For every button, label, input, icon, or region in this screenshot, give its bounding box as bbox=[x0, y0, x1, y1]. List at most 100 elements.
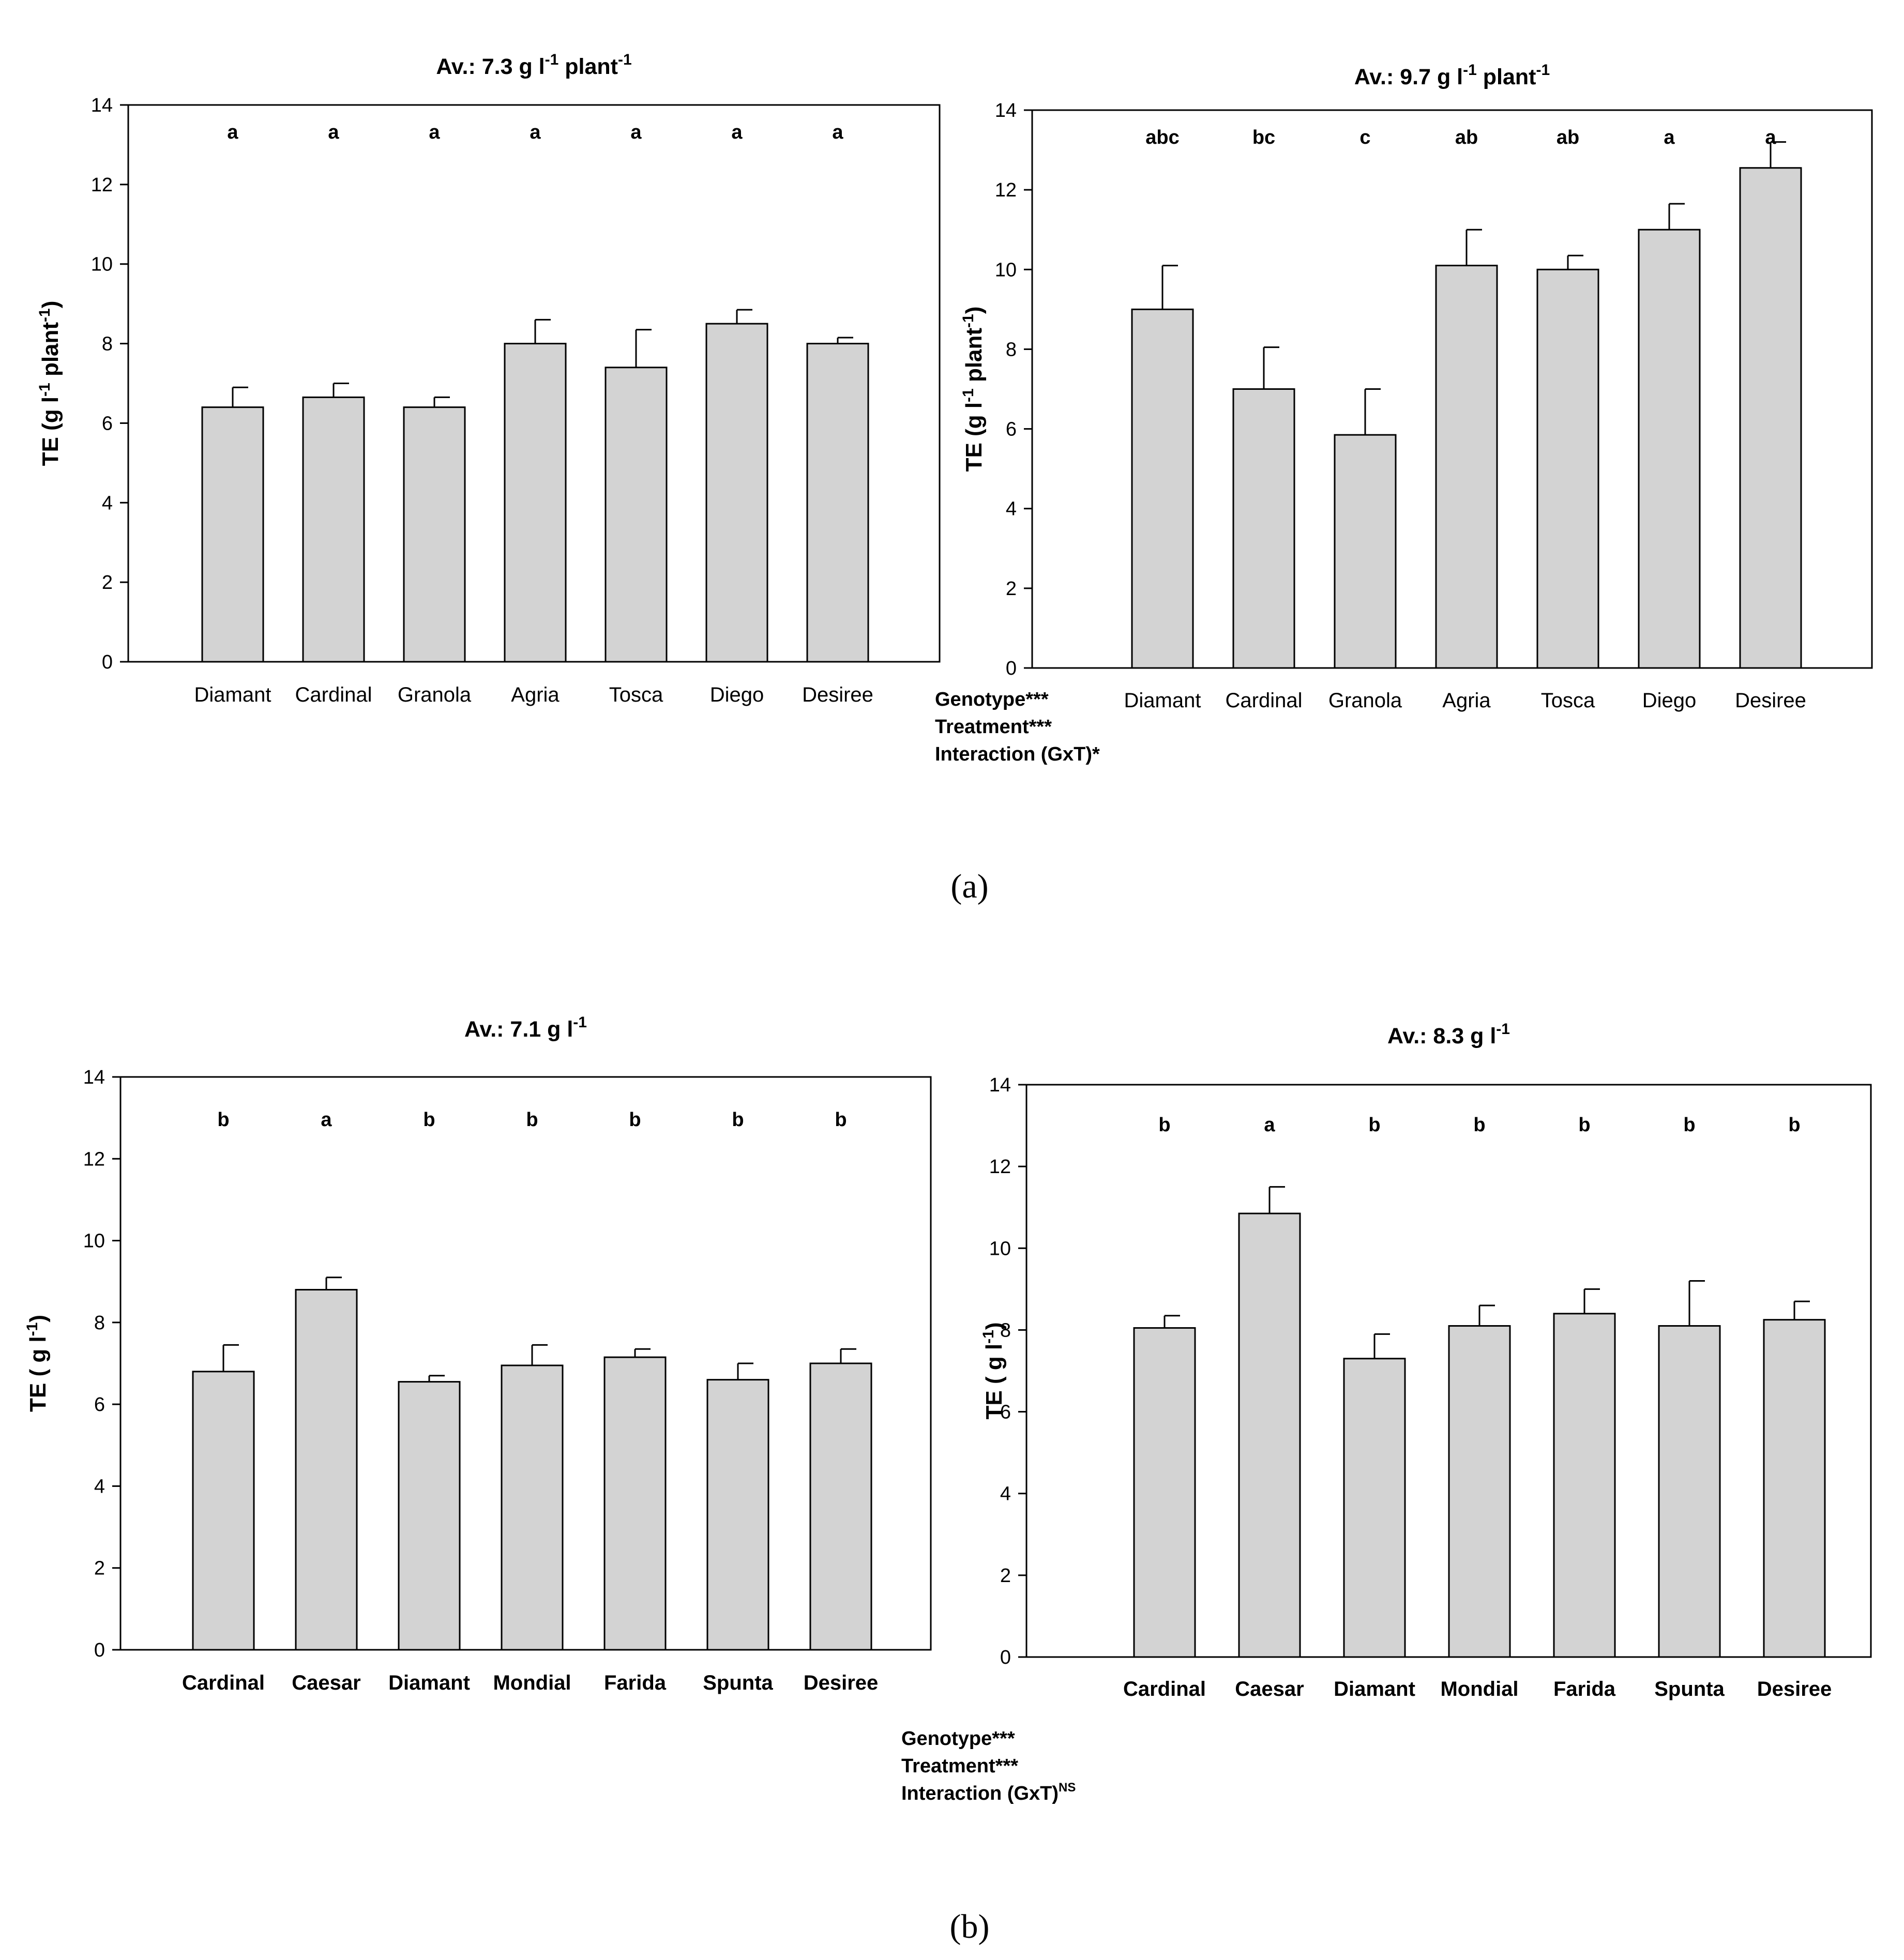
stat-treatment-b: Treatment*** bbox=[901, 1755, 1018, 1777]
y-tick-label: 6 bbox=[1000, 1402, 1011, 1423]
ylabel-sup1: -1 bbox=[960, 388, 977, 402]
category-label: Spunta bbox=[1654, 1678, 1725, 1700]
y-tick-label: 10 bbox=[995, 259, 1017, 281]
bar-agria bbox=[1435, 265, 1498, 669]
plot-frame bbox=[119, 1076, 932, 1651]
ylabel-pre: TE (g l bbox=[961, 402, 987, 472]
significance-letter: b bbox=[526, 1109, 538, 1131]
significance-letter: a bbox=[321, 1109, 332, 1131]
y-tick-label: 4 bbox=[1000, 1483, 1011, 1505]
chart-b-ww: Av.: 7.1 g l-1TE ( g l-1)02468101214bCar… bbox=[24, 1014, 932, 1694]
subtitle-sup1: -1 bbox=[1496, 1021, 1510, 1038]
bar-desiree bbox=[809, 1362, 872, 1651]
y-tick-label: 6 bbox=[102, 413, 113, 434]
bar-cardinal bbox=[1133, 1327, 1196, 1658]
category-label: Mondial bbox=[493, 1672, 571, 1694]
category-label: Cardinal bbox=[1123, 1678, 1206, 1700]
chart-a-ww: Av.: 7.3 g l-1 plant-1TE (g l-1 plant-1)… bbox=[36, 51, 941, 706]
y-tick-label: 2 bbox=[102, 572, 113, 594]
y-tick-label: 12 bbox=[989, 1156, 1011, 1178]
ylabel-mid: plant bbox=[961, 328, 987, 389]
y-tick-label: 8 bbox=[1000, 1319, 1011, 1341]
y-axis-label: TE ( g l-1) bbox=[980, 1323, 1007, 1420]
y-tick-label: 0 bbox=[1006, 658, 1017, 679]
category-label: Desiree bbox=[802, 683, 873, 706]
category-label: Cardinal bbox=[1226, 689, 1303, 712]
stat-interaction-a: Interaction (GxT)* bbox=[935, 743, 1100, 765]
significance-letter: a bbox=[1664, 127, 1675, 148]
y-tick-label: 14 bbox=[995, 100, 1017, 121]
significance-letter: b bbox=[1683, 1114, 1695, 1136]
significance-letter: ab bbox=[1557, 127, 1579, 148]
subtitle-text: Av.: 7.1 g l bbox=[464, 1017, 573, 1042]
category-label: Tosca bbox=[609, 683, 663, 706]
ylabel-sup1: -1 bbox=[24, 1323, 41, 1336]
y-tick-label: 4 bbox=[94, 1476, 105, 1497]
bar-mondial bbox=[1448, 1325, 1511, 1658]
bar-diamant bbox=[398, 1381, 461, 1651]
ylabel-pre: TE ( g l bbox=[981, 1344, 1007, 1420]
y-tick-label: 0 bbox=[102, 651, 113, 673]
chart-subtitle: Av.: 9.7 g l-1 plant-1 bbox=[1354, 62, 1550, 89]
bar-diamant bbox=[1343, 1358, 1406, 1658]
chart-subtitle: Av.: 8.3 g l-1 bbox=[1387, 1021, 1510, 1049]
significance-letter: b bbox=[1473, 1114, 1485, 1136]
y-tick-label: 0 bbox=[1000, 1647, 1011, 1668]
subtitle-sup1: -1 bbox=[573, 1014, 587, 1031]
significance-letter: b bbox=[629, 1109, 641, 1131]
y-axis-label: TE (g l-1 plant-1) bbox=[960, 307, 987, 472]
plot-frame bbox=[1025, 1084, 1872, 1658]
bar-desiree bbox=[1739, 167, 1802, 669]
category-label: Farida bbox=[604, 1672, 667, 1694]
y-tick-label: 4 bbox=[1006, 498, 1017, 520]
category-label: Farida bbox=[1553, 1678, 1616, 1700]
significance-letter: a bbox=[328, 121, 339, 143]
chart-b-ws: Av.: 8.3 g l-1TE ( g l-1)02468101214bCar… bbox=[980, 1021, 1872, 1700]
significance-letter: b bbox=[732, 1109, 744, 1131]
category-label: Desiree bbox=[1757, 1678, 1832, 1700]
subtitle-text: Av.: 7.3 g l bbox=[436, 54, 545, 79]
category-label: Agria bbox=[1442, 689, 1491, 712]
subtitle-sup2: -1 bbox=[1536, 62, 1550, 79]
category-label: Granola bbox=[398, 683, 472, 706]
y-tick-label: 2 bbox=[94, 1558, 105, 1579]
panel-label-b: (b) bbox=[950, 1908, 990, 1946]
stat-interaction-b-text: Interaction (GxT) bbox=[901, 1783, 1059, 1804]
y-tick-label: 8 bbox=[94, 1312, 105, 1334]
plot-frame bbox=[1031, 109, 1873, 669]
ylabel-mid: plant bbox=[38, 322, 63, 383]
ylabel-pre: TE (g l bbox=[38, 397, 63, 466]
significance-letter: bc bbox=[1252, 127, 1275, 148]
bar-tosca bbox=[605, 367, 668, 663]
subtitle-text: Av.: 8.3 g l bbox=[1387, 1024, 1496, 1049]
category-label: Cardinal bbox=[295, 683, 372, 706]
bar-caesar bbox=[1238, 1212, 1301, 1658]
chart-subtitle: Av.: 7.3 g l-1 plant-1 bbox=[436, 51, 631, 79]
bar-farida bbox=[603, 1356, 667, 1651]
significance-letter: a bbox=[731, 121, 743, 143]
stat-interaction-b: Interaction (GxT)NS bbox=[901, 1781, 1076, 1804]
significance-letter: a bbox=[1264, 1114, 1275, 1136]
significance-letter: ab bbox=[1455, 127, 1478, 148]
bar-cardinal bbox=[192, 1371, 255, 1651]
y-axis-label: TE (g l-1 plant-1) bbox=[36, 301, 63, 466]
y-tick-label: 14 bbox=[83, 1067, 105, 1088]
subtitle-sup2: -1 bbox=[618, 51, 632, 68]
y-tick-label: 12 bbox=[83, 1148, 105, 1170]
ylabel-post: ) bbox=[961, 307, 987, 314]
y-tick-label: 6 bbox=[1006, 419, 1017, 440]
category-label: Tosca bbox=[1541, 689, 1595, 712]
significance-letter: b bbox=[1788, 1114, 1800, 1136]
bar-agria bbox=[504, 343, 567, 663]
category-label: Desiree bbox=[804, 1672, 879, 1694]
significance-letter: b bbox=[217, 1109, 229, 1131]
subtitle-sup1: -1 bbox=[1463, 62, 1477, 79]
stat-treatment-a: Treatment*** bbox=[935, 716, 1052, 738]
ylabel-sup1: -1 bbox=[980, 1330, 997, 1344]
significance-letter: c bbox=[1359, 127, 1370, 148]
y-tick-label: 8 bbox=[1006, 339, 1017, 360]
category-label: Caesar bbox=[1235, 1678, 1304, 1700]
y-tick-label: 12 bbox=[995, 179, 1017, 201]
bar-cardinal bbox=[302, 396, 365, 663]
